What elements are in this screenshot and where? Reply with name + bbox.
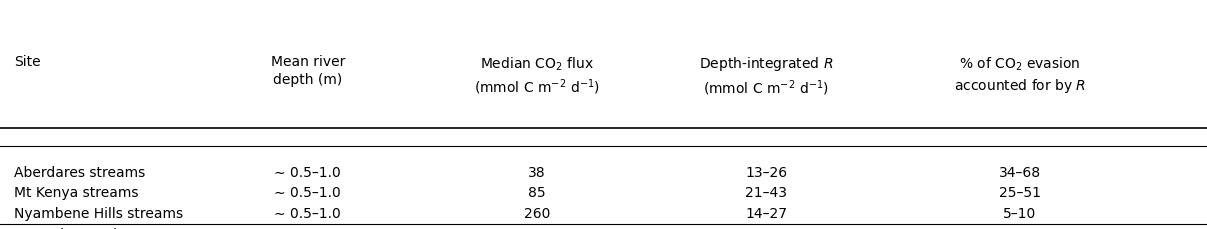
Text: 85: 85 — [529, 185, 546, 199]
Text: 34–68: 34–68 — [999, 165, 1040, 179]
Text: ∼ 0.5–1.0: ∼ 0.5–1.0 — [274, 206, 342, 220]
Text: Nyambene Hills streams: Nyambene Hills streams — [14, 206, 183, 220]
Text: 13–26: 13–26 — [746, 165, 787, 179]
Text: 5–10: 5–10 — [1003, 206, 1037, 220]
Text: 21–43: 21–43 — [746, 185, 787, 199]
Text: 120–179: 120–179 — [736, 227, 797, 229]
Text: Aberdares streams: Aberdares streams — [14, 165, 146, 179]
Text: Depth-integrated $R$
(mmol C m$^{-2}$ d$^{-1}$): Depth-integrated $R$ (mmol C m$^{-2}$ d$… — [699, 55, 834, 98]
Text: 38: 38 — [529, 165, 546, 179]
Text: 156: 156 — [524, 227, 550, 229]
Text: ∼ 0.5–1.0: ∼ 0.5–1.0 — [274, 185, 342, 199]
Text: 25–51: 25–51 — [999, 185, 1040, 199]
Text: 77–114: 77–114 — [995, 227, 1045, 229]
Text: Mean river
depth (m): Mean river depth (m) — [270, 55, 345, 87]
Text: ∼ 0.5–1.0: ∼ 0.5–1.0 — [274, 165, 342, 179]
Text: 14–27: 14–27 — [746, 206, 787, 220]
Text: % of CO$_2$ evasion
accounted for by $R$: % of CO$_2$ evasion accounted for by $R$ — [954, 55, 1086, 95]
Text: Site: Site — [14, 55, 41, 69]
Text: Median CO$_2$ flux
(mmol C m$^{-2}$ d$^{-1}$): Median CO$_2$ flux (mmol C m$^{-2}$ d$^{… — [474, 55, 600, 97]
Text: ∼ 2.0–3.0: ∼ 2.0–3.0 — [274, 227, 342, 229]
Text: 260: 260 — [524, 206, 550, 220]
Text: Mt Kenya streams: Mt Kenya streams — [14, 185, 139, 199]
Text: Tana River mainstream: Tana River mainstream — [14, 227, 175, 229]
